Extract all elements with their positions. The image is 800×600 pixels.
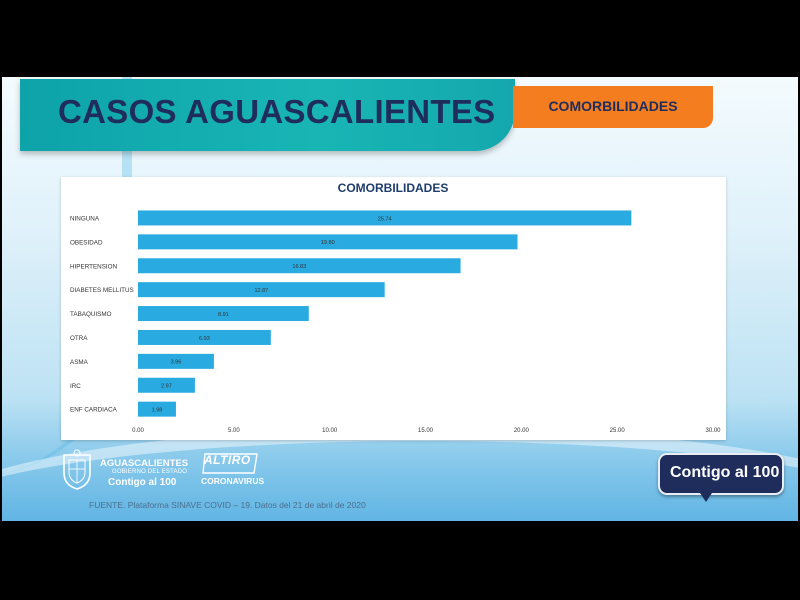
category-label: TABAQUISMO (70, 311, 112, 318)
footer: AGUASCALIENTES GOBIERNO DEL ESTADO Conti… (2, 437, 798, 521)
section-tag-label: COMORBILIDADES (548, 98, 678, 114)
bar-chart: COMORBILIDADES NINGUNA 25.74 OBESIDAD 19.80 H… (70, 181, 721, 434)
slide: CASOS AGUASCALIENTES COMORBILIDADES COMO… (2, 77, 798, 521)
contigo-badge-text: Contigo al 100 (670, 464, 780, 481)
x-tick-label: 5.00 (228, 428, 240, 434)
bar-value-label: 12.87 (254, 288, 268, 294)
bar-value-label: 25.74 (378, 216, 392, 222)
chart-container: COMORBILIDADES NINGUNA 25.74 OBESIDAD 19.80 H… (61, 177, 726, 440)
bar (138, 377, 195, 393)
coronavirus-text: CORONAVIRUS (201, 476, 265, 486)
bar-value-label: 16.83 (292, 264, 306, 270)
bar (138, 258, 461, 274)
state-seal-icon (63, 449, 91, 490)
chart-title: COMORBILIDADES (338, 181, 449, 195)
x-tick-label: 25.00 (610, 428, 626, 434)
x-tick-label: 20.00 (514, 428, 530, 434)
bar (138, 210, 632, 226)
altiro-text: ALTIRO (204, 453, 251, 467)
x-tick-label: 15.00 (418, 428, 434, 434)
category-label: DIABETES MELLITUS (70, 287, 134, 294)
category-label: OBESIDAD (70, 239, 103, 246)
altiro-frame-icon (202, 453, 258, 474)
bar (138, 234, 518, 250)
category-label: IRC (70, 383, 81, 390)
section-tag: COMORBILIDADES (513, 86, 713, 128)
page-title: CASOS AGUASCALIENTES (58, 93, 496, 130)
bar-value-label: 6.93 (199, 336, 210, 342)
x-tick-label: 0.00 (132, 428, 144, 434)
altiro-logo: ALTIRO CORONAVIRUS (201, 451, 265, 491)
x-tick-label: 30.00 (705, 428, 721, 434)
category-label: ASMA (70, 359, 89, 366)
source-note: FUENTE. Plataforma SINAVE COVID – 19. Da… (89, 500, 366, 510)
category-label: HIPERTENSION (70, 263, 118, 270)
bar-value-label: 19.80 (321, 240, 335, 246)
bar-value-label: 2.97 (161, 384, 172, 390)
bar-value-label: 3.96 (171, 360, 182, 366)
category-label: ENF CARDIACA (70, 407, 118, 414)
badge-tail (700, 493, 712, 502)
bar (138, 401, 176, 417)
gov-subtitle: GOBIERNO DEL ESTADO (112, 469, 188, 475)
title-banner: CASOS AGUASCALIENTES (20, 79, 515, 151)
x-tick-label: 10.00 (322, 428, 338, 434)
bar (138, 306, 309, 322)
bar-value-label: 8.91 (218, 312, 229, 318)
category-label: NINGUNA (70, 215, 100, 222)
category-label: OTRA (70, 335, 88, 342)
gov-name: AGUASCALIENTES (100, 458, 189, 469)
bar (138, 282, 385, 298)
bar-value-label: 1.98 (152, 407, 163, 413)
gov-slogan: Contigo al 100 (108, 477, 177, 488)
contigo-badge: Contigo al 100 (658, 453, 784, 502)
bar (138, 329, 271, 345)
bar (138, 353, 214, 369)
